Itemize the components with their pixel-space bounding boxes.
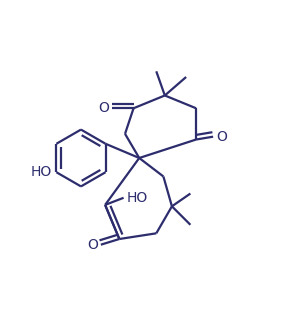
Text: O: O [98, 101, 109, 115]
Text: HO: HO [31, 165, 52, 179]
Text: O: O [216, 130, 227, 144]
Text: HO: HO [127, 191, 148, 205]
Text: O: O [87, 238, 98, 252]
